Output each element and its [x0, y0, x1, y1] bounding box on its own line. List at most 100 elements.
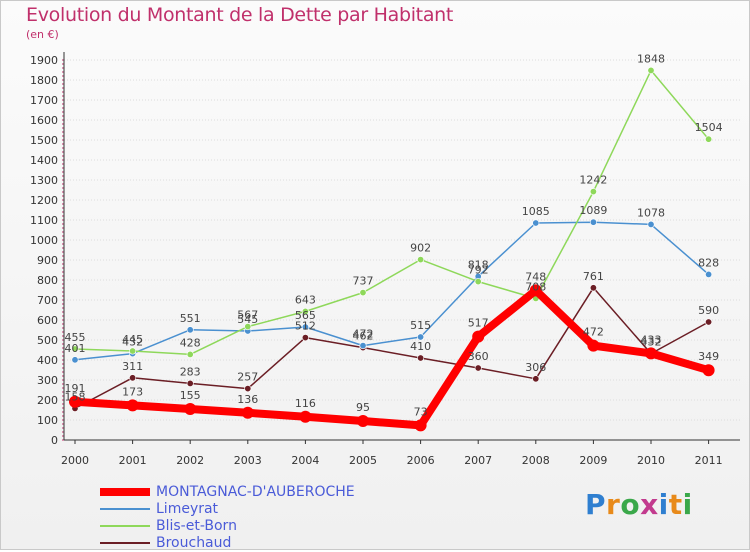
- data-point[interactable]: [417, 333, 425, 341]
- data-label: 761: [583, 270, 604, 283]
- data-point[interactable]: [129, 347, 137, 355]
- y-minor-tick: [62, 355, 64, 357]
- y-minor-tick: [62, 427, 64, 429]
- data-label: 1504: [695, 121, 723, 134]
- y-minor-tick: [62, 83, 64, 85]
- data-point[interactable]: [705, 270, 713, 278]
- y-minor-tick: [62, 163, 64, 165]
- y-minor-tick: [62, 171, 64, 173]
- y-minor-tick: [62, 223, 64, 225]
- y-minor-tick: [62, 107, 64, 109]
- data-point[interactable]: [532, 219, 540, 227]
- y-minor-tick: [62, 259, 64, 261]
- data-point[interactable]: [705, 135, 713, 143]
- y-minor-tick: [62, 431, 64, 433]
- data-point[interactable]: [589, 188, 597, 196]
- y-minor-tick: [62, 343, 64, 345]
- data-label: 517: [468, 317, 489, 330]
- data-point[interactable]: [589, 284, 597, 292]
- x-tick-label: 2003: [234, 454, 262, 467]
- y-minor-tick: [62, 407, 64, 409]
- legend-label: Brouchaud: [156, 535, 232, 551]
- data-point[interactable]: [186, 350, 194, 358]
- data-point[interactable]: [474, 364, 482, 372]
- y-minor-tick: [62, 91, 64, 93]
- data-point[interactable]: [532, 375, 540, 383]
- data-point[interactable]: [71, 345, 79, 353]
- data-label: 748: [525, 270, 546, 283]
- y-minor-tick: [62, 283, 64, 285]
- data-point[interactable]: [359, 289, 367, 297]
- data-point[interactable]: [587, 339, 600, 352]
- y-minor-tick: [62, 235, 64, 237]
- data-point[interactable]: [244, 385, 252, 393]
- y-tick-label: 1900: [30, 54, 58, 67]
- data-point[interactable]: [126, 399, 139, 412]
- logo-letter: t: [668, 488, 683, 521]
- y-tick-label: 400: [37, 354, 58, 367]
- data-point[interactable]: [184, 403, 197, 415]
- y-minor-tick: [62, 231, 64, 233]
- data-label: 410: [410, 340, 431, 353]
- y-minor-tick: [62, 207, 64, 209]
- y-minor-tick: [62, 199, 64, 201]
- y-minor-tick: [62, 159, 64, 161]
- y-tick-label: 1600: [30, 114, 58, 127]
- data-point[interactable]: [417, 354, 425, 362]
- y-tick-label: 1100: [30, 214, 58, 227]
- y-minor-tick: [62, 271, 64, 273]
- y-minor-tick: [62, 251, 64, 253]
- data-label: 401: [65, 342, 86, 355]
- y-minor-tick: [62, 135, 64, 137]
- y-tick-label: 1300: [30, 174, 58, 187]
- data-label: 455: [65, 331, 86, 344]
- data-point[interactable]: [472, 330, 485, 343]
- y-tick-label: 0: [51, 434, 58, 447]
- series-line-2: [74, 69, 710, 356]
- data-point[interactable]: [301, 323, 309, 331]
- legend-label: Blis-et-Born: [156, 518, 237, 534]
- data-label: 902: [410, 242, 431, 255]
- data-point[interactable]: [647, 66, 655, 74]
- data-point[interactable]: [241, 406, 254, 419]
- y-minor-tick: [62, 371, 64, 373]
- data-point[interactable]: [647, 220, 655, 228]
- data-point[interactable]: [702, 364, 715, 377]
- x-tick-label: 2000: [61, 454, 89, 467]
- data-point[interactable]: [645, 347, 657, 360]
- data-point[interactable]: [301, 307, 309, 315]
- x-tick-label: 2010: [637, 454, 665, 467]
- y-minor-tick: [62, 279, 64, 281]
- data-point[interactable]: [71, 356, 79, 364]
- y-minor-tick: [62, 291, 64, 293]
- data-point[interactable]: [69, 395, 81, 408]
- y-minor-tick: [62, 79, 64, 81]
- y-minor-tick: [62, 71, 64, 73]
- data-point[interactable]: [244, 323, 252, 331]
- y-minor-tick: [62, 187, 64, 189]
- y-tick-label: 700: [37, 294, 58, 307]
- data-point[interactable]: [359, 342, 367, 350]
- data-point[interactable]: [186, 326, 194, 334]
- data-point[interactable]: [474, 278, 482, 286]
- series-lines: [69, 66, 715, 432]
- series-line-3: [74, 287, 710, 410]
- data-point[interactable]: [299, 410, 312, 423]
- data-label: 512: [295, 320, 316, 333]
- data-point[interactable]: [529, 284, 542, 297]
- y-tick-label: 1700: [30, 94, 58, 107]
- data-label: 433: [641, 333, 662, 346]
- data-label: 136: [237, 393, 258, 406]
- y-minor-tick: [62, 255, 64, 257]
- data-point[interactable]: [301, 334, 309, 342]
- data-point[interactable]: [414, 419, 427, 432]
- data-point[interactable]: [357, 415, 369, 427]
- data-point[interactable]: [705, 318, 713, 326]
- legend-label: MONTAGNAC-D'AUBEROCHE: [156, 484, 355, 500]
- data-label: 428: [180, 336, 201, 349]
- data-point[interactable]: [589, 218, 597, 226]
- data-point[interactable]: [186, 379, 194, 387]
- data-point[interactable]: [129, 374, 137, 382]
- data-point[interactable]: [417, 256, 425, 264]
- data-label: 191: [65, 382, 86, 395]
